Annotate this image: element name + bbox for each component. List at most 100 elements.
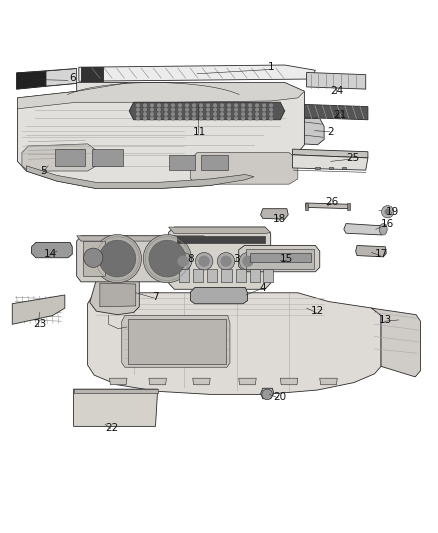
Bar xyxy=(201,155,228,170)
Polygon shape xyxy=(320,378,337,385)
Polygon shape xyxy=(22,144,96,171)
Circle shape xyxy=(186,117,188,120)
Text: 26: 26 xyxy=(325,197,339,207)
Polygon shape xyxy=(239,378,256,385)
Circle shape xyxy=(207,113,209,115)
Circle shape xyxy=(249,104,251,107)
Bar xyxy=(250,253,311,262)
Polygon shape xyxy=(191,287,247,304)
Circle shape xyxy=(256,113,258,115)
Polygon shape xyxy=(261,209,288,219)
Circle shape xyxy=(137,104,139,107)
Circle shape xyxy=(221,104,223,107)
Circle shape xyxy=(263,117,265,120)
Text: 12: 12 xyxy=(311,306,324,316)
Bar xyxy=(207,269,217,282)
Circle shape xyxy=(144,104,146,107)
Circle shape xyxy=(214,108,216,111)
Polygon shape xyxy=(88,293,381,394)
Circle shape xyxy=(235,108,237,111)
Circle shape xyxy=(158,104,160,107)
Text: 8: 8 xyxy=(187,254,194,264)
Polygon shape xyxy=(239,246,320,272)
Circle shape xyxy=(270,108,272,111)
Circle shape xyxy=(93,235,141,282)
Circle shape xyxy=(193,113,195,115)
Circle shape xyxy=(151,108,153,111)
Circle shape xyxy=(263,104,265,107)
Text: 22: 22 xyxy=(105,423,118,433)
Circle shape xyxy=(137,108,139,111)
Circle shape xyxy=(179,113,181,115)
Circle shape xyxy=(186,113,188,115)
Circle shape xyxy=(249,117,251,120)
Polygon shape xyxy=(356,246,386,257)
Polygon shape xyxy=(90,275,139,314)
Polygon shape xyxy=(79,65,315,81)
Polygon shape xyxy=(193,378,210,385)
Polygon shape xyxy=(122,316,230,367)
Circle shape xyxy=(165,117,167,120)
Polygon shape xyxy=(18,83,304,189)
Polygon shape xyxy=(12,295,65,324)
Circle shape xyxy=(137,117,139,120)
Polygon shape xyxy=(17,71,46,89)
Circle shape xyxy=(207,104,209,107)
Text: 3: 3 xyxy=(233,254,240,264)
Circle shape xyxy=(158,113,160,115)
Text: 17: 17 xyxy=(374,249,388,259)
Circle shape xyxy=(235,104,237,107)
Polygon shape xyxy=(169,227,271,233)
Circle shape xyxy=(221,113,223,115)
Text: 20: 20 xyxy=(273,392,286,402)
Text: 16: 16 xyxy=(381,219,394,229)
Text: 7: 7 xyxy=(152,292,159,302)
Text: 25: 25 xyxy=(346,153,359,163)
Circle shape xyxy=(149,240,186,277)
Circle shape xyxy=(242,255,254,267)
Text: 1: 1 xyxy=(268,62,275,72)
Circle shape xyxy=(186,108,188,111)
Polygon shape xyxy=(371,308,420,377)
Circle shape xyxy=(228,104,230,107)
Circle shape xyxy=(158,117,160,120)
Circle shape xyxy=(385,209,391,215)
Circle shape xyxy=(179,108,181,111)
Circle shape xyxy=(228,108,230,111)
Circle shape xyxy=(195,253,213,270)
Circle shape xyxy=(193,117,195,120)
Bar xyxy=(179,269,189,282)
Circle shape xyxy=(249,108,251,111)
Polygon shape xyxy=(110,378,127,385)
Polygon shape xyxy=(83,241,105,276)
Circle shape xyxy=(381,206,394,218)
Circle shape xyxy=(186,104,188,107)
Polygon shape xyxy=(74,389,158,393)
Polygon shape xyxy=(304,104,368,120)
Circle shape xyxy=(256,104,258,107)
Polygon shape xyxy=(306,203,350,209)
Circle shape xyxy=(242,113,244,115)
Bar xyxy=(221,269,232,282)
Circle shape xyxy=(214,104,216,107)
Circle shape xyxy=(193,108,195,111)
Polygon shape xyxy=(81,67,103,81)
Circle shape xyxy=(256,108,258,111)
Polygon shape xyxy=(293,155,368,170)
Ellipse shape xyxy=(379,223,387,235)
Circle shape xyxy=(242,104,244,107)
Polygon shape xyxy=(17,69,77,89)
Text: 23: 23 xyxy=(33,319,46,329)
Polygon shape xyxy=(191,152,298,184)
Circle shape xyxy=(256,117,258,120)
Circle shape xyxy=(242,108,244,111)
Polygon shape xyxy=(280,378,298,385)
Circle shape xyxy=(263,108,265,111)
Polygon shape xyxy=(129,102,285,120)
Text: 15: 15 xyxy=(280,254,293,264)
Polygon shape xyxy=(149,378,166,385)
Bar xyxy=(263,269,273,282)
Circle shape xyxy=(165,104,167,107)
Bar xyxy=(347,203,350,209)
Polygon shape xyxy=(344,223,383,235)
